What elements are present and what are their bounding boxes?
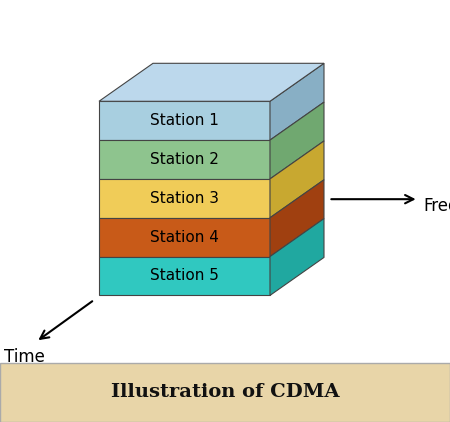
Polygon shape — [99, 63, 324, 101]
Bar — [0, 363, 450, 422]
Text: Station 4: Station 4 — [150, 230, 219, 245]
Polygon shape — [99, 101, 270, 140]
Polygon shape — [99, 218, 270, 257]
Polygon shape — [270, 219, 324, 295]
Text: Time: Time — [4, 348, 45, 366]
Text: Station 5: Station 5 — [150, 268, 219, 284]
Polygon shape — [270, 102, 324, 179]
Polygon shape — [270, 63, 324, 140]
Text: Frequency: Frequency — [423, 197, 450, 214]
Polygon shape — [270, 141, 324, 218]
Polygon shape — [270, 180, 324, 257]
Polygon shape — [99, 140, 270, 179]
Text: Station 3: Station 3 — [150, 191, 219, 206]
Polygon shape — [99, 179, 270, 218]
Text: Station 2: Station 2 — [150, 152, 219, 167]
Text: Illustration of CDMA: Illustration of CDMA — [111, 384, 339, 401]
Polygon shape — [99, 257, 270, 295]
Text: Station 1: Station 1 — [150, 113, 219, 128]
